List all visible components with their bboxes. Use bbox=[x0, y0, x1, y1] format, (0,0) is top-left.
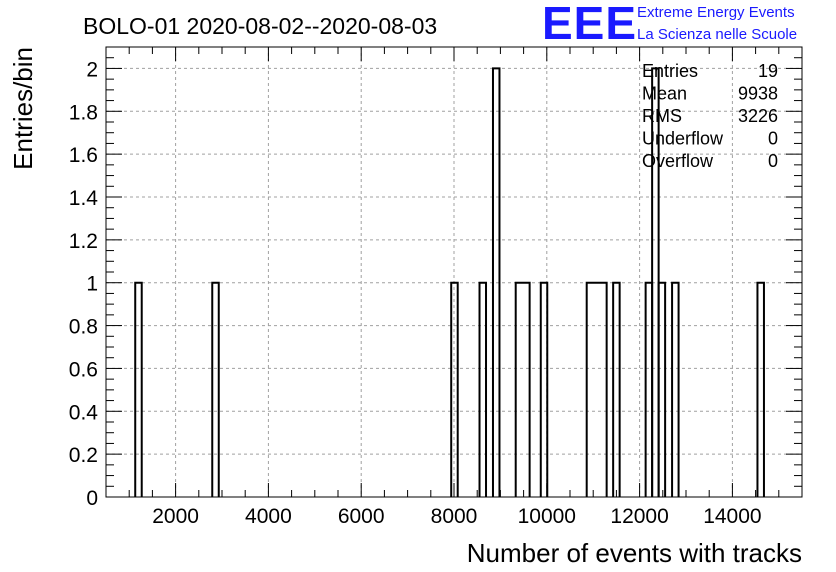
y-tick-label: 1 bbox=[86, 273, 98, 296]
x-tick-label: 10000 bbox=[518, 505, 576, 528]
axis-ticks bbox=[105, 46, 803, 498]
x-tick-label: 2000 bbox=[152, 505, 199, 528]
stats-label: Overflow bbox=[642, 151, 714, 171]
histogram-bin bbox=[211, 281, 220, 497]
x-tick-label: 6000 bbox=[338, 505, 385, 528]
histogram-bin bbox=[539, 281, 549, 497]
stats-label: Entries bbox=[642, 61, 698, 81]
logo-line-2: La Scienza nelle Scuole bbox=[637, 26, 797, 43]
stats-value: 19 bbox=[758, 61, 778, 81]
y-tick-label: 1.4 bbox=[69, 187, 99, 210]
histogram-bin bbox=[514, 281, 531, 497]
y-tick-label: 0.4 bbox=[69, 401, 99, 424]
stats-value: 3226 bbox=[738, 106, 778, 126]
y-tick-label: 0.2 bbox=[69, 444, 98, 467]
x-tick-label: 4000 bbox=[245, 505, 292, 528]
y-tick-label: 1.6 bbox=[69, 144, 98, 167]
histogram-bin bbox=[612, 281, 621, 497]
y-tick-label: 0.6 bbox=[69, 358, 98, 381]
histogram-bin bbox=[756, 281, 765, 497]
logo-mark: EEE bbox=[542, 0, 637, 49]
grid-lines bbox=[106, 47, 802, 497]
eee-logo: EEE Extreme Energy Events La Scienza nel… bbox=[542, 0, 797, 49]
stats-box: Entries 19 Mean 9938 RMS 3226 Underflow 0 Overfl… bbox=[642, 61, 778, 171]
x-axis-label: Number of events with tracks bbox=[467, 538, 802, 568]
histogram-bin bbox=[585, 281, 608, 497]
y-tick-label: 1.2 bbox=[69, 230, 98, 253]
logo-line-1: Extreme Energy Events bbox=[637, 4, 795, 21]
x-tick-label: 12000 bbox=[610, 505, 668, 528]
stats-value: 9938 bbox=[738, 84, 778, 104]
x-tick-label: 8000 bbox=[431, 505, 478, 528]
histogram-bin bbox=[671, 281, 680, 497]
stats-value: 0 bbox=[768, 151, 778, 171]
histogram-bin bbox=[478, 281, 488, 497]
y-axis-label: Entries/bin bbox=[8, 47, 38, 170]
histogram-bin bbox=[491, 67, 501, 497]
stats-label: Underflow bbox=[642, 129, 724, 149]
chart-title: BOLO-01 2020-08-02--2020-08-03 bbox=[83, 13, 437, 39]
histogram-bin bbox=[134, 281, 143, 497]
histogram-bars bbox=[134, 67, 765, 497]
y-tick-label: 0.8 bbox=[69, 316, 98, 339]
x-tick-labels: 2000 4000 6000 8000 10000 12000 14000 bbox=[152, 505, 761, 528]
stats-value: 0 bbox=[768, 129, 778, 149]
stats-label: RMS bbox=[642, 106, 682, 126]
stats-label: Mean bbox=[642, 84, 687, 104]
histogram-bin bbox=[657, 281, 667, 497]
y-tick-label: 1.8 bbox=[69, 101, 98, 124]
y-tick-label: 2 bbox=[86, 58, 98, 81]
histogram-bin bbox=[450, 281, 459, 497]
x-tick-label: 14000 bbox=[703, 505, 761, 528]
y-tick-labels: 0 0.2 0.4 0.6 0.8 1 1.2 1.4 1.6 1.8 2 bbox=[69, 58, 99, 510]
y-tick-label: 0 bbox=[86, 487, 98, 510]
